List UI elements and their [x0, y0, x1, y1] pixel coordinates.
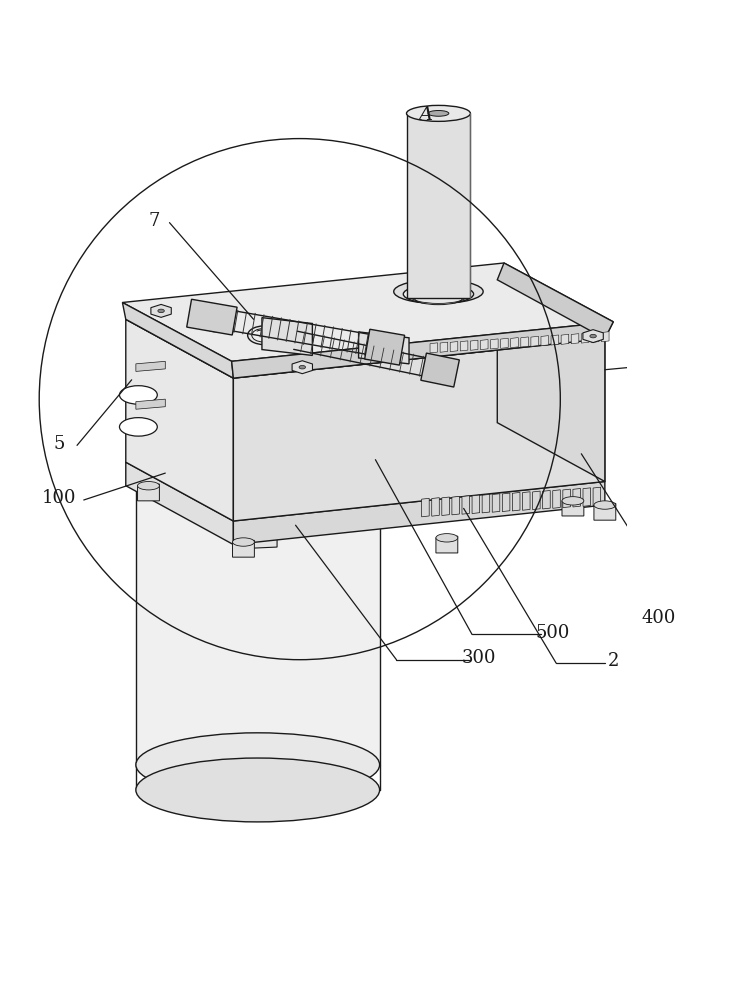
- Ellipse shape: [394, 280, 483, 304]
- Polygon shape: [365, 329, 405, 365]
- Text: A: A: [419, 106, 433, 124]
- Polygon shape: [553, 490, 560, 508]
- Ellipse shape: [436, 534, 458, 542]
- Ellipse shape: [136, 733, 379, 797]
- Text: 500: 500: [535, 624, 569, 642]
- Polygon shape: [562, 499, 584, 516]
- Polygon shape: [583, 488, 591, 506]
- Polygon shape: [533, 491, 540, 510]
- Polygon shape: [462, 496, 469, 514]
- Polygon shape: [521, 337, 528, 347]
- Ellipse shape: [136, 758, 379, 822]
- Polygon shape: [292, 361, 312, 374]
- Text: 300: 300: [462, 649, 496, 667]
- Ellipse shape: [158, 309, 164, 313]
- Polygon shape: [233, 540, 254, 557]
- Polygon shape: [436, 536, 458, 553]
- Polygon shape: [542, 490, 551, 509]
- Polygon shape: [136, 361, 165, 371]
- Ellipse shape: [120, 386, 157, 404]
- Polygon shape: [522, 492, 530, 510]
- Ellipse shape: [594, 501, 616, 509]
- Ellipse shape: [590, 334, 597, 338]
- Ellipse shape: [233, 538, 254, 546]
- Ellipse shape: [414, 292, 462, 305]
- Polygon shape: [136, 399, 165, 409]
- Text: 100: 100: [42, 489, 76, 507]
- Polygon shape: [501, 338, 508, 348]
- Polygon shape: [573, 488, 580, 507]
- Polygon shape: [531, 336, 539, 346]
- Polygon shape: [551, 335, 559, 345]
- Polygon shape: [440, 342, 448, 352]
- Polygon shape: [601, 332, 609, 342]
- Polygon shape: [126, 280, 605, 378]
- Polygon shape: [470, 340, 478, 350]
- Polygon shape: [450, 342, 458, 352]
- Polygon shape: [490, 339, 498, 349]
- Polygon shape: [493, 494, 500, 512]
- Polygon shape: [513, 492, 520, 511]
- Ellipse shape: [299, 365, 306, 369]
- Polygon shape: [234, 482, 605, 545]
- Polygon shape: [591, 332, 599, 342]
- Text: 400: 400: [642, 609, 676, 627]
- Ellipse shape: [252, 329, 275, 342]
- Polygon shape: [231, 322, 613, 378]
- Polygon shape: [571, 334, 579, 344]
- Polygon shape: [541, 336, 548, 346]
- Polygon shape: [594, 503, 616, 520]
- Polygon shape: [510, 338, 519, 348]
- Polygon shape: [561, 334, 568, 344]
- Ellipse shape: [126, 423, 389, 493]
- Polygon shape: [461, 341, 468, 351]
- Polygon shape: [562, 489, 571, 508]
- Polygon shape: [123, 263, 613, 361]
- Polygon shape: [421, 353, 459, 387]
- Text: 2: 2: [609, 652, 620, 670]
- Polygon shape: [138, 484, 159, 501]
- Polygon shape: [502, 493, 510, 512]
- Text: 1: 1: [743, 346, 744, 364]
- Polygon shape: [432, 498, 439, 516]
- Polygon shape: [581, 333, 589, 343]
- Ellipse shape: [428, 111, 449, 116]
- Polygon shape: [126, 462, 234, 545]
- Ellipse shape: [248, 326, 280, 345]
- Polygon shape: [593, 487, 600, 506]
- Ellipse shape: [138, 482, 159, 490]
- Ellipse shape: [136, 434, 379, 498]
- Polygon shape: [126, 319, 234, 521]
- Ellipse shape: [205, 320, 226, 332]
- Polygon shape: [238, 445, 277, 549]
- Text: 5: 5: [54, 435, 65, 453]
- Polygon shape: [430, 343, 437, 353]
- Polygon shape: [234, 339, 605, 521]
- Ellipse shape: [126, 413, 389, 483]
- Polygon shape: [497, 263, 613, 339]
- Polygon shape: [359, 332, 409, 364]
- Ellipse shape: [406, 105, 470, 121]
- Ellipse shape: [403, 284, 474, 304]
- Polygon shape: [422, 498, 429, 517]
- Polygon shape: [442, 497, 449, 515]
- Ellipse shape: [562, 497, 584, 505]
- Polygon shape: [136, 466, 379, 765]
- Polygon shape: [583, 330, 603, 343]
- Polygon shape: [472, 495, 480, 514]
- Text: 7: 7: [149, 212, 160, 230]
- Ellipse shape: [120, 418, 157, 436]
- Polygon shape: [123, 302, 234, 378]
- Polygon shape: [151, 304, 171, 317]
- Polygon shape: [187, 299, 237, 335]
- Polygon shape: [452, 496, 460, 515]
- Polygon shape: [406, 113, 470, 298]
- Polygon shape: [126, 423, 605, 521]
- Polygon shape: [497, 280, 605, 482]
- Polygon shape: [482, 494, 490, 513]
- Polygon shape: [481, 340, 488, 350]
- Polygon shape: [262, 318, 312, 355]
